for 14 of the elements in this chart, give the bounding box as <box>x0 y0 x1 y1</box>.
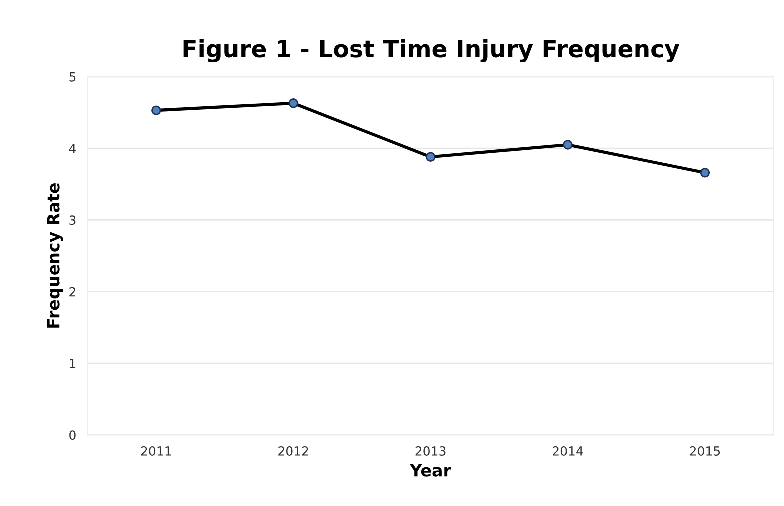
x-axis-title: Year <box>410 464 452 477</box>
x-tick-label: 2015 <box>690 446 720 456</box>
y-tick-label: 5 <box>70 72 76 82</box>
y-tick-label: 4 <box>69 144 76 154</box>
x-tick-label: 2011 <box>141 446 172 456</box>
y-tick-label: 0 <box>70 430 76 440</box>
chart-title: Figure 1 - Lost Time Injury Frequency <box>184 40 680 63</box>
x-tick-label: 2013 <box>416 446 446 456</box>
y-axis-title: Frequency Rate <box>47 183 64 328</box>
x-tick-label: 2014 <box>553 446 584 456</box>
y-tick-label: 1 <box>70 359 76 368</box>
y-tick-label: 3 <box>70 216 76 226</box>
x-tick-label: 2012 <box>278 446 308 456</box>
y-tick-label: 2 <box>70 287 76 297</box>
